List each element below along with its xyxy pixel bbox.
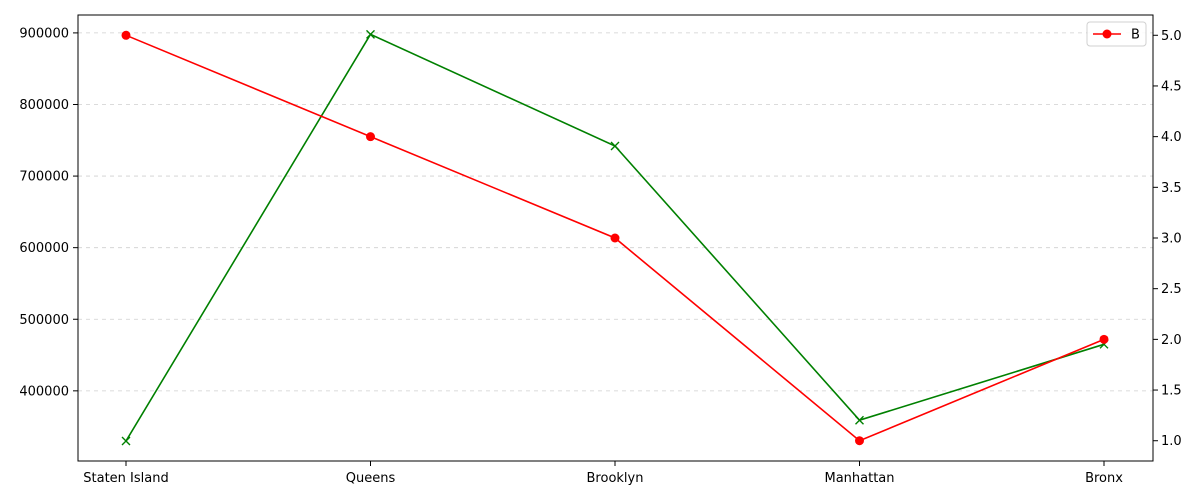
- left-tick-label: 700000: [19, 170, 69, 185]
- legend: B: [1086, 21, 1147, 47]
- right-tick-label: 2.0: [1161, 333, 1182, 348]
- data-point: [121, 30, 131, 40]
- left-tick-label: 600000: [19, 241, 69, 256]
- left-tick-label: 400000: [19, 384, 69, 399]
- x-tick-label: Bronx: [1085, 471, 1123, 486]
- x-tick-label: Staten Island: [83, 471, 168, 486]
- x-tick-label: Brooklyn: [587, 471, 644, 486]
- right-tick-label: 4.5: [1161, 79, 1182, 94]
- legend-marker: [1102, 29, 1112, 39]
- data-point: [1099, 334, 1109, 344]
- data-point: [366, 132, 375, 142]
- left-tick-label: 800000: [19, 98, 69, 113]
- data-point: [855, 436, 864, 446]
- series-layer: [121, 29, 1109, 446]
- right-tick-label: 5.0: [1161, 29, 1182, 44]
- left-tick-label: 900000: [19, 26, 69, 41]
- right-tick-label: 1.0: [1161, 434, 1182, 449]
- right-y-axis: 1.0 1.5 2.0 2.5 3.0 3.5 4.0 4.5 5.0: [1153, 29, 1182, 449]
- x-tick-label: Manhattan: [824, 471, 894, 486]
- data-point: [610, 233, 620, 243]
- right-tick-label: 2.5: [1161, 282, 1182, 297]
- x-axis: Staten Island Queens Brooklyn Manhattan Bron…: [83, 461, 1123, 486]
- left-y-axis: 400000 500000 600000 700000 800000 900000: [19, 26, 78, 399]
- right-tick-label: 3.5: [1161, 181, 1182, 196]
- left-tick-label: 500000: [19, 313, 69, 328]
- data-point-x: [855, 415, 864, 425]
- right-tick-label: 1.5: [1161, 384, 1182, 399]
- data-point-x: [610, 141, 620, 151]
- data-point-x: [366, 29, 375, 39]
- x-tick-label: Queens: [346, 471, 396, 486]
- right-tick-label: 3.0: [1161, 232, 1182, 247]
- grid: [78, 32, 1153, 392]
- legend-label: B: [1131, 28, 1140, 43]
- right-tick-label: 4.0: [1161, 130, 1182, 145]
- series-B: [121, 30, 1109, 446]
- series-unnamed-0: [121, 29, 1109, 446]
- data-point-x: [121, 436, 131, 446]
